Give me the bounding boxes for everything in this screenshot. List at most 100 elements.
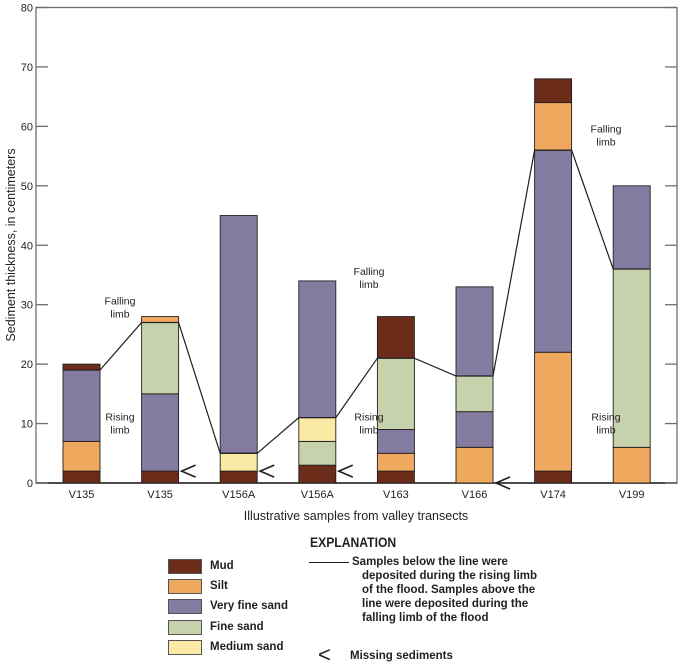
bar-segment-very-fine-sand: [612, 185, 651, 270]
annotation-text: limb: [596, 136, 615, 148]
annotation-text: Rising: [354, 412, 383, 424]
annotation-text: limb: [110, 425, 129, 437]
y-tick-label: 30: [21, 300, 33, 312]
legend-item-mud: Mud: [168, 557, 234, 575]
bar-segment-mud: [62, 363, 101, 371]
bar-segment-medium-sand: [298, 417, 337, 442]
bar-segment-mud: [298, 464, 337, 484]
annotation-text: limb: [359, 425, 378, 437]
bar-segment-very-fine-sand: [141, 393, 180, 472]
bar-segment-very-fine-sand: [298, 280, 337, 419]
x-tick-label: V135: [147, 489, 173, 501]
legend-missing-label: Missing sediments: [350, 650, 453, 662]
bar-segment-fine-sand: [376, 357, 415, 430]
legend-line-symbol: [309, 562, 349, 563]
legend-line-description: Samples below the line were deposited du…: [352, 555, 662, 625]
bar-segment-mud: [62, 470, 101, 484]
bar-segment-mud: [534, 470, 573, 484]
bar-segment-mud: [534, 78, 573, 104]
legend-label: Medium sand: [210, 641, 284, 653]
bar-segment-silt: [534, 102, 573, 151]
missing-sediment-marker: [179, 464, 196, 478]
y-tick-label: 60: [21, 121, 33, 133]
annotation-text: Falling: [354, 266, 385, 278]
legend-label: Mud: [210, 560, 234, 572]
legend-line-text-4: falling limb of the flood: [362, 612, 489, 624]
sediment-chart: 0 10 20 30 40 50 60 70 80 V135 V135 V156A V156A V163 V…: [4, 3, 678, 523]
annotation-text: Rising: [105, 412, 134, 424]
y-tick-label: 40: [21, 240, 33, 252]
flood-limb-line: [63, 149, 651, 454]
legend-label: Silt: [210, 580, 228, 592]
legend-label: Very fine sand: [210, 600, 288, 612]
annotation-text: limb: [359, 279, 378, 291]
missing-sediment-marker: [493, 476, 511, 490]
bar-segment-medium-sand: [219, 452, 258, 472]
y-tick-label: 50: [21, 181, 33, 193]
x-tick-label: V174: [540, 489, 566, 501]
bar-segment-very-fine-sand: [62, 369, 101, 442]
bar-segment-mud: [376, 470, 415, 484]
missing-markers: [179, 464, 511, 490]
x-tick-label: V135: [69, 489, 95, 501]
legend-swatch-very-fine-sand: [168, 598, 202, 614]
bar-segment-very-fine-sand: [534, 149, 573, 353]
missing-sediment-icon: <: [318, 642, 331, 667]
bar-segment-silt: [534, 351, 573, 472]
x-tick-label: V163: [383, 489, 409, 501]
bar-1: [141, 316, 180, 484]
y-tick-label: 0: [27, 478, 33, 490]
bar-segment-silt: [141, 316, 180, 323]
bar-5: [455, 286, 494, 484]
x-tick-label: V199: [619, 489, 645, 501]
bar-segment-silt: [62, 440, 101, 472]
bar-segment-silt: [612, 446, 651, 484]
annotation-text: Falling: [591, 123, 622, 135]
legend-line-text-1: deposited during the rising limb: [362, 570, 538, 582]
bar-2: [219, 215, 258, 484]
bar-segment-very-fine-sand: [219, 215, 258, 454]
missing-sediment-marker: [258, 464, 275, 478]
legend-swatch-medium-sand: [168, 639, 202, 655]
legend-item-very-fine-sand: Very fine sand: [168, 597, 288, 615]
y-tick-label: 10: [21, 419, 33, 431]
bar-6: [534, 78, 573, 484]
legend-item-fine-sand: Fine sand: [168, 618, 264, 636]
bar-segment-fine-sand: [455, 375, 494, 413]
bars: [62, 78, 651, 484]
bar-segment-silt: [455, 446, 494, 484]
y-tick-label: 80: [21, 3, 33, 15]
legend-line-text-3: line were deposited during the: [362, 598, 529, 610]
bar-7: [612, 185, 651, 484]
legend-line-text-2: of the flood. Samples above the: [362, 584, 536, 596]
missing-sediment-marker: [336, 464, 354, 478]
x-tick-label: V156A: [301, 489, 335, 501]
bar-4: [376, 316, 415, 484]
rising-falling-limb-line: [63, 149, 651, 454]
x-tick-label: V156A: [222, 489, 256, 501]
bar-3: [298, 280, 337, 484]
legend-line-text-0: Samples below the line were: [352, 556, 508, 568]
legend-title: EXPLANATION: [310, 535, 397, 550]
bar-segment-mud: [219, 470, 258, 484]
bar-segment-mud: [141, 470, 180, 484]
bar-segment-fine-sand: [612, 268, 651, 448]
annotation-text: limb: [596, 425, 615, 437]
bar-segment-very-fine-sand: [376, 429, 415, 454]
bar-segment-very-fine-sand: [455, 411, 494, 448]
annotation-text: limb: [110, 309, 129, 321]
x-axis-title: Illustrative samples from valley transec…: [244, 509, 468, 523]
bar-segment-very-fine-sand: [455, 286, 494, 377]
y-axis-title: Sediment thickness, in centimeters: [4, 148, 18, 341]
legend-swatch-silt: [168, 578, 202, 594]
bar-segment-fine-sand: [141, 322, 180, 395]
annotation-text: Rising: [591, 412, 620, 424]
legend-swatch-fine-sand: [168, 619, 202, 635]
x-tick-label: V166: [462, 489, 488, 501]
annotations: FallinglimbRisinglimbFallinglimbRisingli…: [105, 123, 622, 436]
legend-label: Fine sand: [210, 621, 264, 633]
y-tick-label: 20: [21, 359, 33, 371]
annotation-text: Falling: [105, 296, 136, 308]
legend-item-medium-sand: Medium sand: [168, 638, 283, 656]
y-tick-label: 70: [21, 62, 33, 74]
